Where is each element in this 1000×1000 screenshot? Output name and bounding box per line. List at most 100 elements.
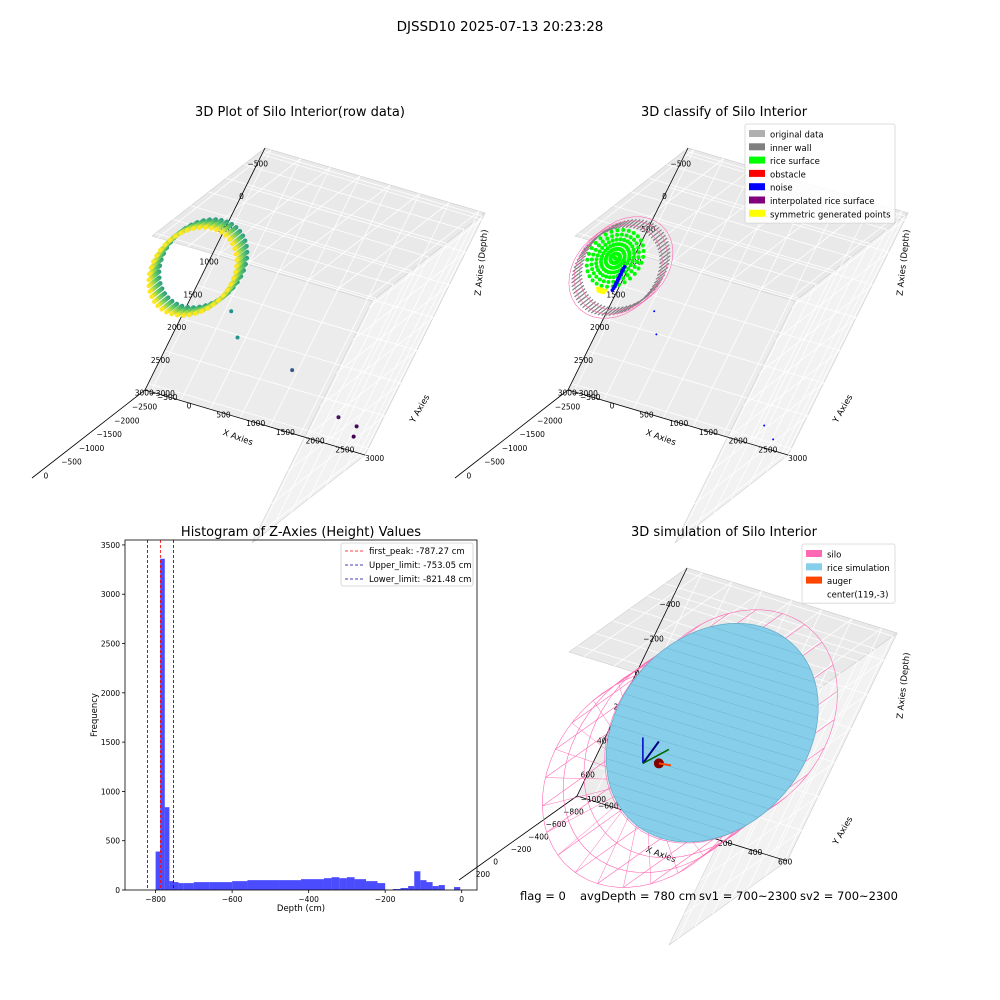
rice-surface-point (591, 271, 596, 276)
point (149, 294, 154, 300)
point (184, 228, 190, 233)
noise-point (610, 288, 615, 292)
y-tick-label: 500 (216, 410, 231, 419)
rice-surface-point (586, 251, 591, 256)
y-grid-line (781, 210, 903, 454)
legend-label: rice simulation (827, 564, 890, 574)
histogram-bar (209, 882, 233, 890)
rice-surface-point (589, 262, 594, 267)
outlier-point (351, 434, 356, 439)
point (192, 311, 198, 316)
x-tick-label: 0 (662, 192, 667, 201)
x-tick-label: 1500 (606, 290, 625, 299)
inner-wall-point (578, 247, 590, 258)
x-grid-line (668, 186, 890, 341)
classified-point-cloud (568, 216, 674, 319)
figure-title: DJSSD10 2025-07-13 20:23:28 (397, 19, 604, 35)
rice-surface-point (594, 261, 599, 266)
rice-surface-point (610, 234, 615, 239)
mesh-line (737, 623, 785, 638)
histogram-bar (323, 878, 332, 890)
rice-surface-point (618, 237, 623, 242)
rice-surface-point (596, 268, 601, 273)
histogram-bar (420, 880, 427, 890)
inner-wall-point (575, 291, 588, 301)
point (202, 225, 208, 230)
inner-wall-point (577, 294, 589, 304)
legend-swatch (749, 143, 765, 151)
y-tick-label: 600 (778, 857, 793, 866)
histogram-bar (193, 882, 210, 890)
z-grid-line (261, 150, 483, 458)
outlier-point (229, 309, 234, 314)
rice-surface-point (594, 257, 599, 262)
point (154, 253, 159, 259)
x-tick-label: 500 (641, 225, 656, 234)
z-tick-label: −2000 (537, 416, 563, 425)
rice-surface-point (615, 228, 620, 233)
rice-surface-point (606, 240, 611, 245)
z-tick-label: 0 (493, 857, 498, 866)
auger-axis-z (642, 740, 660, 764)
legend-swatch (806, 589, 822, 597)
inner-wall-point (597, 306, 609, 316)
rice-surface-point (598, 236, 603, 241)
rice-surface-point (595, 253, 600, 258)
legend-label: symmetric generated points (770, 210, 891, 220)
rice-surface-point (600, 245, 605, 250)
y-tick-label: −600 (598, 802, 619, 811)
rice-surface-point (626, 266, 631, 271)
rice-surface-point (606, 280, 611, 285)
rice-surface-point (631, 255, 636, 260)
inner-wall-point (612, 306, 624, 316)
z-grid-line (649, 177, 870, 486)
x-grid-line (571, 383, 793, 537)
rice-surface-point (593, 247, 598, 252)
legend-box (340, 542, 474, 587)
point (157, 248, 163, 253)
rice-surface-point (626, 228, 631, 233)
outlier-point (354, 424, 359, 429)
footer-stats: flag = 0 avgDepth = 780 cm sv1 = 700~230… (520, 889, 898, 903)
rice-surface-point (605, 284, 610, 289)
inner-wall-point (645, 224, 657, 234)
y-tick-label: 3000 (788, 454, 807, 463)
rice-surface-point (585, 269, 590, 274)
point (180, 313, 186, 318)
y-tick-label: 2000 (306, 437, 325, 446)
rice-surface-point (611, 275, 616, 280)
rice-surface-point (628, 241, 633, 246)
x-grid-line (245, 186, 467, 341)
mesh-line (624, 693, 810, 752)
x-tick-label: 0 (635, 668, 640, 677)
z-grid-line (578, 232, 800, 541)
rice-surface-point (635, 234, 640, 239)
point (159, 307, 164, 312)
y-grid-line (180, 158, 302, 401)
plot-title: 3D Plot of Silo Interior(row data) (195, 105, 405, 120)
y-tick-label: −500 (580, 393, 601, 402)
x-grid-line (180, 317, 402, 472)
histogram-bar (232, 881, 248, 890)
rice-surface-point (609, 229, 614, 234)
point (232, 246, 237, 252)
x-axis-label: X Axies (221, 428, 254, 448)
rice-surface-point (593, 240, 598, 245)
inner-wall-point (614, 220, 626, 230)
outlier-point (290, 368, 295, 373)
inner-wall-point (616, 305, 628, 315)
rice-surface-point (604, 274, 609, 279)
inner-wall-point (644, 288, 656, 298)
classify-3d-plot: 3D classify of Silo Interior −500 0 500 100… (454, 105, 912, 544)
rice-surface-point (630, 244, 635, 249)
rice-surface-point (624, 233, 629, 238)
histogram-bar (169, 881, 174, 890)
z-tick-label: −500 (484, 458, 505, 467)
point (190, 226, 196, 231)
silo-point-cloud (146, 217, 250, 318)
z-axis-line (458, 795, 578, 881)
inner-wall-point (571, 266, 584, 276)
rice-surface-point (589, 257, 594, 262)
legend-label: interpolated rice surface (770, 197, 875, 207)
z-tick-label: −800 (563, 808, 584, 817)
